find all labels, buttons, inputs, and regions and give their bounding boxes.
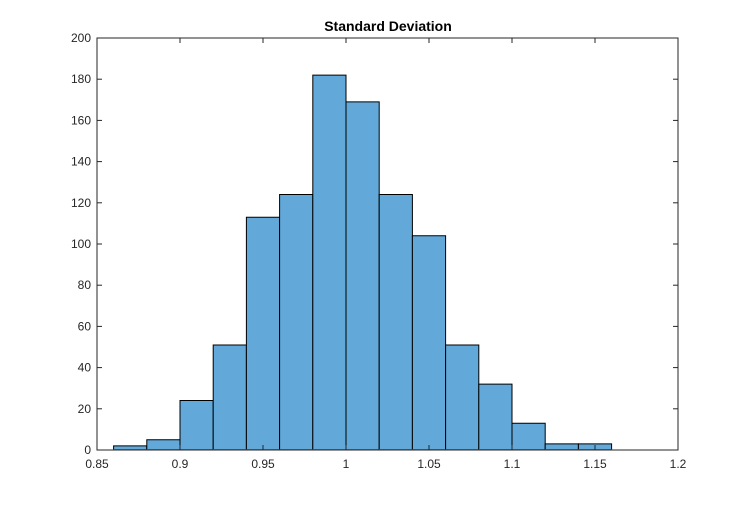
histogram-bar [379,194,413,450]
histogram-bar [412,235,446,450]
histogram-bar-outline [411,235,447,450]
x-tick-label: 0.9 [172,457,189,471]
histogram-bar-outline [478,383,513,450]
x-tick-label: 1.1 [504,457,521,471]
histogram-bar [113,445,147,450]
histogram-bar [445,344,479,450]
y-tick-label: 140 [71,155,91,169]
y-tick-label: 20 [78,402,92,416]
histogram-bar-outline [511,422,546,450]
x-tick-label: 1.2 [670,457,687,471]
histogram-bar [346,101,380,451]
y-tick-label: 100 [71,237,91,251]
histogram-bar [478,384,512,450]
x-tick-label: 0.85 [85,457,109,471]
x-tick-label: 1.15 [583,457,607,471]
y-tick-label: 40 [78,361,92,375]
axes-group: 0.85 0.9 0.95 1 1.05 1.1 1.15 1.2 0 20 40 60 80 100 12… [71,31,687,471]
histogram-bar [213,344,247,450]
bars-group [113,74,613,451]
histogram-bar [312,75,346,450]
histogram-bar [246,217,280,450]
y-tick-label: 120 [71,196,91,210]
y-tick-label: 160 [71,113,91,127]
histogram-bar [279,194,313,450]
histogram-bar [180,400,214,450]
y-tick-label: 0 [84,443,91,457]
chart-title: Standard Deviation [324,18,452,34]
y-tick-label: 180 [71,72,91,86]
histogram-bar-outline [577,443,613,450]
y-tick-label: 200 [71,31,91,45]
histogram-bar [545,443,579,450]
x-tick-label: 0.95 [251,457,275,471]
histogram-bar [512,423,546,450]
y-tick-label: 60 [78,319,92,333]
x-tick-label: 1 [343,457,350,471]
x-tick-label: 1.05 [417,457,441,471]
histogram-bar [146,439,180,450]
y-tick-label: 80 [78,278,92,292]
